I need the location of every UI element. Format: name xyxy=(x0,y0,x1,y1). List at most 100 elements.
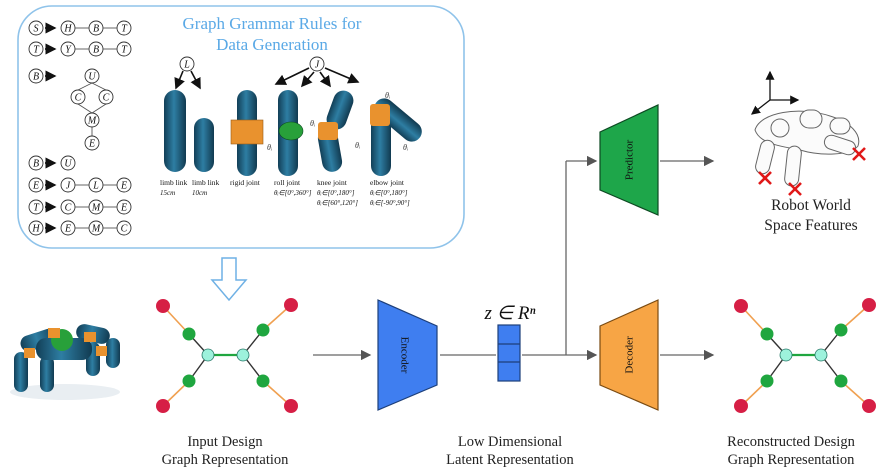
latent-label: z ∈ Rⁿ xyxy=(483,303,535,324)
theta-mark-1: θᵢ xyxy=(310,119,315,128)
grammar-rules: S H B TT Y B TB UE J L ET C M EH E M CB UC CME xyxy=(28,20,132,236)
rule-edge xyxy=(77,103,93,114)
knee-upper-shape xyxy=(326,90,354,130)
rule-5-rhs-0-letter: C xyxy=(65,203,72,214)
roll-joint-disc xyxy=(278,121,304,141)
input-robot-image xyxy=(10,324,120,400)
limb-arrow-a xyxy=(174,70,185,90)
rule-2-rhs-4-circle xyxy=(84,135,100,151)
graph-node-center xyxy=(814,348,828,362)
graph-node-red xyxy=(156,399,170,413)
rule-2-rhs-1-circle xyxy=(70,89,86,105)
rule-0-rhs-2-letter: T xyxy=(121,24,128,35)
part-label-3-sub-0: θᵢ∈[0°,360°] xyxy=(274,189,312,197)
rule-6-rhs-1-letter: M xyxy=(91,224,101,235)
latent-caption-line2: Latent Representation xyxy=(446,452,574,468)
graph-node-center xyxy=(236,348,250,362)
rule-3-lhs-letter: B xyxy=(33,159,39,170)
rule-2-lhs-circle xyxy=(28,68,44,84)
joint-node-circle xyxy=(309,56,325,72)
graph-node-red xyxy=(862,399,876,413)
recon-caption: Reconstructed Design Graph Representatio… xyxy=(705,433,877,469)
graph-node-red xyxy=(284,399,298,413)
graph-node-red xyxy=(734,299,748,313)
part-label-1: limb link xyxy=(192,178,220,187)
graph-node-green xyxy=(182,327,196,341)
part-label-4-sub-1: θᵢ∈[60°,120°] xyxy=(317,199,358,207)
part-label-4: knee joint xyxy=(317,178,348,187)
rule-0-rhs-0-letter: H xyxy=(63,24,72,35)
features-caption-line2: Space Features xyxy=(764,217,858,234)
rule-5-lhs-circle xyxy=(28,199,44,215)
rule-2-rhs-4-letter: E xyxy=(88,139,95,150)
rule-2-rhs-2-letter: C xyxy=(103,93,110,104)
graph-node-green xyxy=(834,374,848,388)
predictor-label: Predictor xyxy=(624,140,636,181)
rule-4-rhs-1-letter: L xyxy=(92,181,99,192)
rule-0-lhs-circle xyxy=(28,20,44,36)
rule-4-lhs-letter: E xyxy=(32,181,39,192)
decoder-label: Decoder xyxy=(624,336,636,374)
graph-node-green xyxy=(256,323,270,337)
rule-2-rhs-3-circle xyxy=(84,112,100,128)
rule-3-rhs-0-circle xyxy=(60,155,76,171)
joint-arrow-a xyxy=(274,67,310,85)
rule-edge xyxy=(91,103,107,114)
part-label-1-sub-0: 10cm xyxy=(192,189,207,197)
graph-node-green xyxy=(834,323,848,337)
input-caption: Input Design Graph Representation xyxy=(140,433,310,469)
theta-mark-3: θᵢ xyxy=(385,91,390,100)
knee-joint-block xyxy=(318,122,338,140)
rule-6-rhs-2-letter: C xyxy=(121,224,128,235)
rule-3-lhs-circle xyxy=(28,155,44,171)
graph-node-red xyxy=(156,299,170,313)
grammar-title-line2: Data Generation xyxy=(216,35,328,54)
predictor-block xyxy=(599,104,659,216)
rule-5-lhs-letter: T xyxy=(33,203,40,214)
theta-mark-4: θᵢ xyxy=(403,143,408,152)
rigid-joint-block xyxy=(230,119,264,145)
rule-4-rhs-2-letter: E xyxy=(120,181,127,192)
rule-1-rhs-0-letter: Y xyxy=(65,45,72,56)
rule-2-rhs-2-circle xyxy=(98,89,114,105)
rule-6-lhs-letter: H xyxy=(31,224,40,235)
rule-edge xyxy=(77,82,93,91)
elbow-joint-block xyxy=(370,104,390,126)
graph-node-green xyxy=(760,327,774,341)
rule-1-rhs-2-letter: T xyxy=(121,45,128,56)
limb-node-circle xyxy=(179,56,195,72)
recon-caption-line1: Reconstructed Design xyxy=(727,434,855,450)
rule-5-rhs-2-letter: E xyxy=(120,203,127,214)
part-label-3: roll joint xyxy=(274,178,301,187)
theta-mark-2: θᵢ xyxy=(355,141,360,150)
joint-arrow-b xyxy=(300,71,315,88)
graph-node-red xyxy=(862,298,876,312)
latent-caption-line1: Low Dimensional xyxy=(457,434,563,450)
grammar-title-line1: Graph Grammar Rules for xyxy=(183,14,362,33)
hollow-down-arrow xyxy=(210,257,248,302)
rule-2-rhs-0-letter: U xyxy=(88,72,96,83)
features-caption: Robot World Space Features xyxy=(745,196,877,236)
part-label-0: limb link xyxy=(160,178,188,187)
rule-1-rhs-1-letter: B xyxy=(93,45,99,56)
rule-1-lhs-circle xyxy=(28,41,44,57)
part-label-0-sub-0: 15cm xyxy=(160,189,175,197)
rule-6-rhs-0-letter: E xyxy=(64,224,71,235)
limb-arrow-b xyxy=(190,70,201,90)
input-caption-line1: Input Design xyxy=(187,434,263,450)
reconstructed-graph xyxy=(734,298,876,413)
robot-parts-library: L Jθᵢ θᵢ θᵢ θᵢ θᵢ limb link 15cm limb link 10cm ri… xyxy=(160,56,422,207)
part-label-5-sub-1: θᵢ∈[-90°,90°] xyxy=(370,199,410,207)
limb-10cm-shape xyxy=(194,118,214,172)
graph-node-green xyxy=(182,374,196,388)
part-label-5-sub-0: θᵢ∈[0°,180°] xyxy=(370,189,408,197)
recon-caption-line2: Graph Representation xyxy=(727,452,855,468)
graph-node-center xyxy=(779,348,793,362)
graph-node-red xyxy=(284,298,298,312)
part-label-2: rigid joint xyxy=(230,178,261,187)
rule-2-lhs-letter: B xyxy=(33,72,39,83)
graph-node-center xyxy=(201,348,215,362)
latent-vector xyxy=(497,324,521,382)
rule-2-rhs-3-letter: M xyxy=(87,116,97,127)
